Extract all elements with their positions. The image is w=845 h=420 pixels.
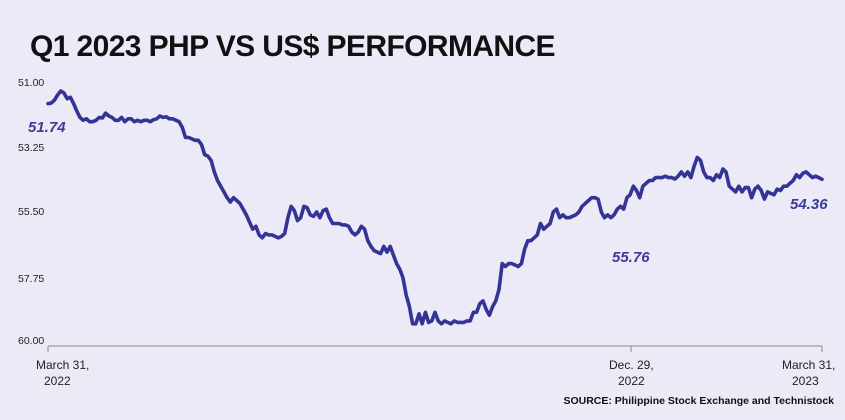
x-tick-label: 2022 [44, 374, 71, 388]
chart-title: Q1 2023 PHP VS US$ PERFORMANCE [30, 30, 555, 63]
end-value-label: 54.36 [790, 196, 828, 213]
series-line [46, 89, 824, 326]
y-tick-label: 55.50 [18, 206, 44, 218]
x-axis: March 31, 2022 Dec. 29, 2022 March 31, 2… [36, 346, 835, 388]
y-axis: 51.00 53.25 55.50 57.75 60.00 [18, 77, 44, 347]
y-tick-label: 51.00 [18, 77, 44, 89]
x-tick-label: March 31, [782, 358, 835, 372]
start-value-label: 51.74 [28, 119, 66, 136]
x-tick-label: 2022 [618, 374, 645, 388]
x-tick-label: Dec. 29, [609, 358, 654, 372]
y-tick-label: 53.25 [18, 142, 44, 154]
source-note: SOURCE: Philippine Stock Exchange and Te… [563, 395, 834, 407]
y-tick-label: 60.00 [18, 335, 44, 347]
x-tick-label: 2023 [792, 374, 819, 388]
dec-value-label: 55.76 [612, 249, 650, 266]
x-tick-label: March 31, [36, 358, 89, 372]
y-tick-label: 57.75 [18, 273, 44, 285]
